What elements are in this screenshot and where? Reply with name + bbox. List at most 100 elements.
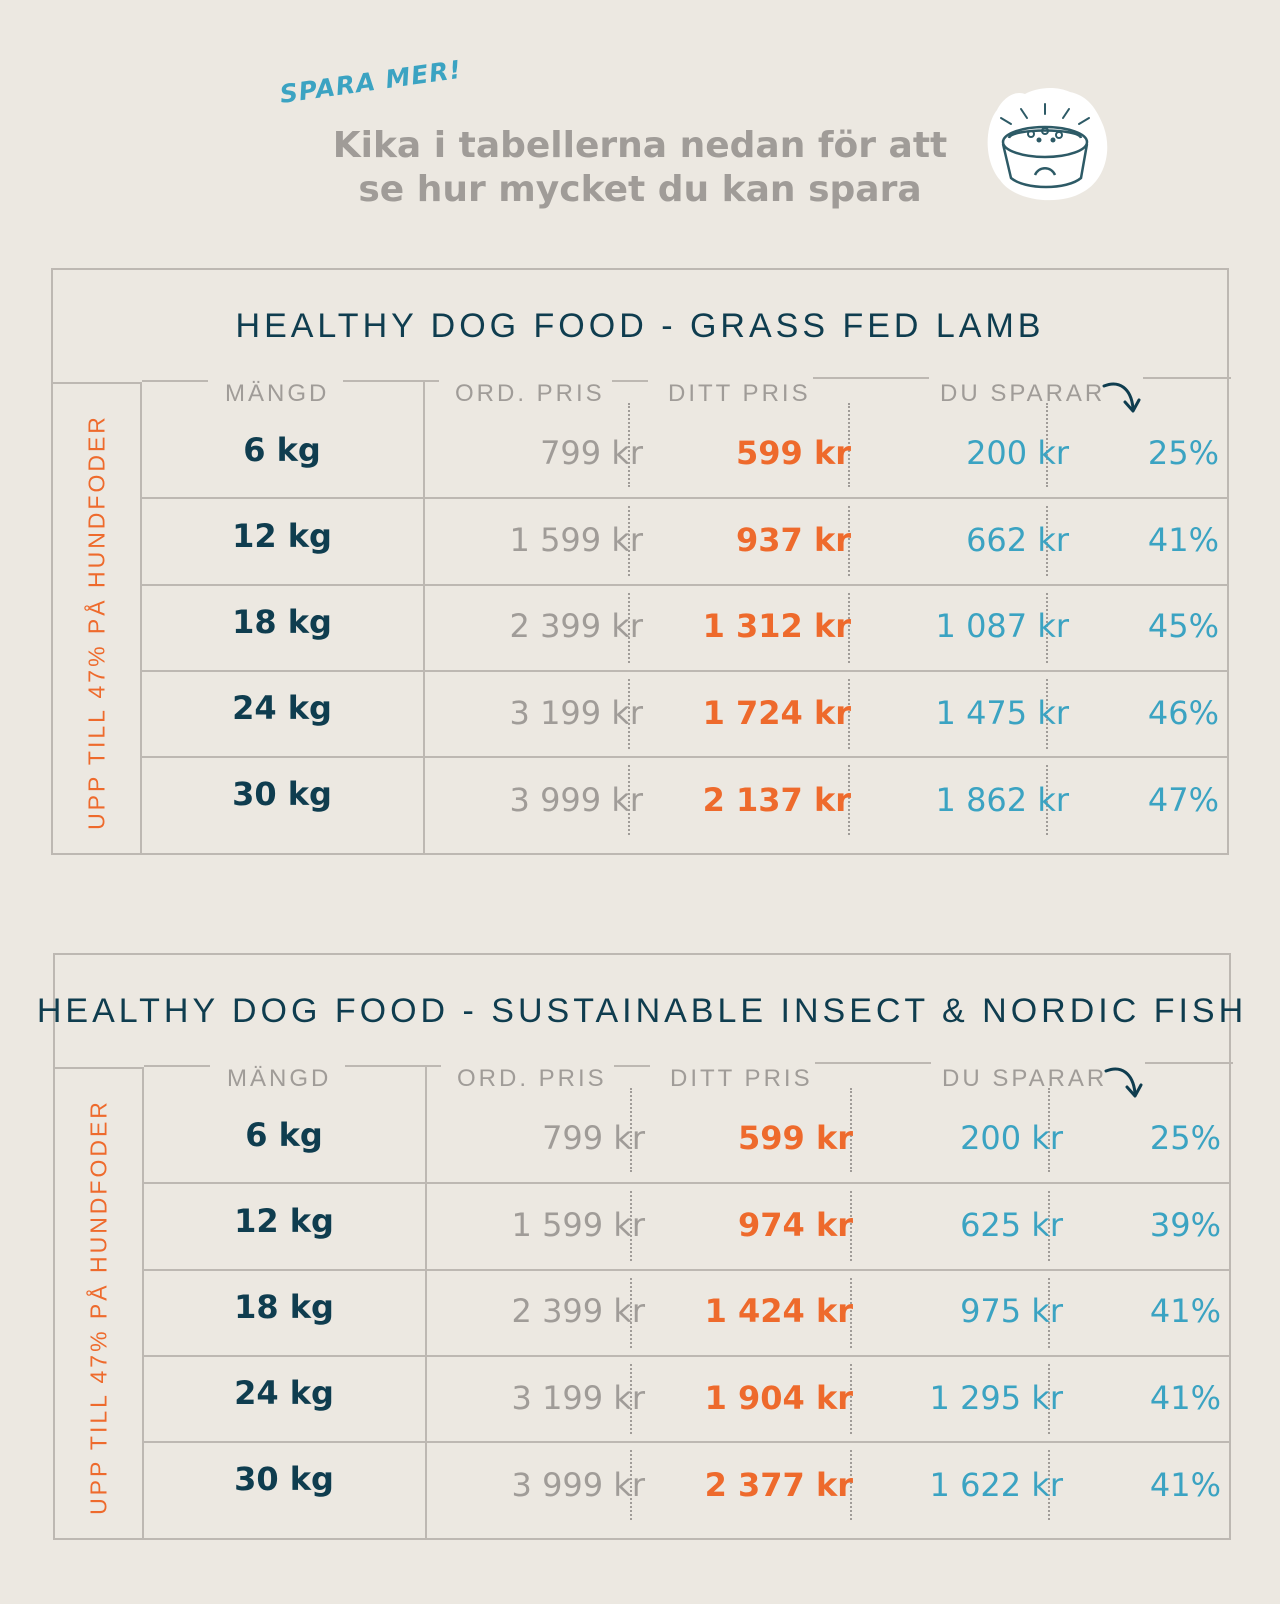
header-divider xyxy=(612,380,648,382)
cell-your-price: 974 kr xyxy=(738,1206,853,1244)
cell-quantity: 6 kg xyxy=(245,1116,323,1154)
dotted-divider xyxy=(628,679,630,749)
cell-percent: 41% xyxy=(1147,521,1219,559)
cell-savings: 200 kr xyxy=(960,1119,1063,1157)
cell-percent: 25% xyxy=(1147,434,1219,472)
dotted-divider xyxy=(630,1278,632,1348)
dotted-divider xyxy=(630,1450,632,1520)
row-divider xyxy=(142,584,1227,586)
cell-quantity: 24 kg xyxy=(234,1374,334,1412)
cell-your-price: 1 724 kr xyxy=(702,694,851,732)
header-divider xyxy=(345,1065,441,1067)
dotted-divider xyxy=(850,1450,852,1520)
cell-ord-price: 3 199 kr xyxy=(509,694,643,732)
dotted-divider xyxy=(848,679,850,749)
cell-quantity: 30 kg xyxy=(234,1460,334,1498)
row-divider xyxy=(142,497,1227,499)
dotted-divider xyxy=(1046,403,1048,487)
cell-savings: 975 kr xyxy=(960,1292,1063,1330)
side-banner: UPP TILL 47% PÅ HUNDFODER xyxy=(55,1067,144,1540)
header-divider xyxy=(1145,1062,1233,1064)
side-label: UPP TILL 47% PÅ HUNDFODER xyxy=(85,1099,112,1515)
cell-savings: 625 kr xyxy=(960,1206,1063,1244)
table-title: HEALTHY DOG FOOD - GRASS FED LAMB xyxy=(235,306,1045,345)
cell-percent: 41% xyxy=(1149,1292,1221,1330)
row-divider xyxy=(144,1182,1229,1184)
column-header-quantity: MÄNGD xyxy=(225,380,330,407)
header-divider xyxy=(813,377,929,379)
dotted-divider xyxy=(1046,765,1048,835)
dotted-divider xyxy=(628,593,630,663)
column-header-ord-price: ORD. PRIS xyxy=(457,1065,607,1092)
header-divider xyxy=(343,380,439,382)
curved-arrow-icon xyxy=(1102,382,1141,413)
dotted-divider xyxy=(848,506,850,576)
row-divider xyxy=(142,670,1227,672)
dotted-divider xyxy=(1048,1088,1050,1172)
dotted-divider xyxy=(1046,679,1048,749)
cell-percent: 41% xyxy=(1149,1379,1221,1417)
cell-your-price: 599 kr xyxy=(738,1119,853,1157)
column-header-your-price: DITT PRIS xyxy=(668,380,811,407)
dotted-divider xyxy=(628,506,630,576)
cell-quantity: 18 kg xyxy=(234,1288,334,1326)
dotted-divider xyxy=(628,403,630,487)
cell-your-price: 2 137 kr xyxy=(702,781,851,819)
cell-savings: 1 295 kr xyxy=(929,1379,1063,1417)
column-header-you-save: DU SPARAR xyxy=(942,1065,1108,1092)
price-table-insect-fish: HEALTHY DOG FOOD - SUSTAINABLE INSECT & … xyxy=(36,953,1248,1540)
cell-savings: 1 087 kr xyxy=(935,607,1069,645)
cell-percent: 46% xyxy=(1147,694,1219,732)
cell-quantity: 6 kg xyxy=(243,431,321,469)
dotted-divider xyxy=(850,1088,852,1172)
cell-your-price: 937 kr xyxy=(736,521,851,559)
cell-ord-price: 1 599 kr xyxy=(509,521,643,559)
cell-percent: 41% xyxy=(1149,1466,1221,1504)
dotted-divider xyxy=(848,403,850,487)
cell-your-price: 1 312 kr xyxy=(702,607,851,645)
cell-quantity: 12 kg xyxy=(232,517,332,555)
header-divider xyxy=(1143,377,1231,379)
cell-percent: 39% xyxy=(1149,1206,1221,1244)
cell-ord-price: 3 199 kr xyxy=(511,1379,645,1417)
row-divider xyxy=(144,1355,1229,1357)
promo-tag: SPARA MER! xyxy=(277,54,464,109)
cell-ord-price: 2 399 kr xyxy=(509,607,643,645)
dotted-divider xyxy=(848,593,850,663)
header-divider xyxy=(144,1065,210,1067)
cell-quantity: 24 kg xyxy=(232,689,332,727)
row-divider xyxy=(144,1269,1229,1271)
cell-your-price: 1 424 kr xyxy=(704,1292,853,1330)
dotted-divider xyxy=(1046,506,1048,576)
dotted-divider xyxy=(630,1364,632,1434)
cell-savings: 1 862 kr xyxy=(935,781,1069,819)
dotted-divider xyxy=(1048,1364,1050,1434)
dotted-divider xyxy=(628,765,630,835)
cell-savings: 662 kr xyxy=(966,521,1069,559)
cell-ord-price: 799 kr xyxy=(542,1119,645,1157)
cell-ord-price: 3 999 kr xyxy=(509,781,643,819)
cell-ord-price: 1 599 kr xyxy=(511,1206,645,1244)
cell-savings: 1 475 kr xyxy=(935,694,1069,732)
header-divider xyxy=(142,380,208,382)
cell-quantity: 30 kg xyxy=(232,775,332,813)
cell-ord-price: 3 999 kr xyxy=(511,1466,645,1504)
column-header-quantity: MÄNGD xyxy=(227,1065,332,1092)
dotted-divider xyxy=(850,1191,852,1261)
dog-food-bowl-icon xyxy=(987,87,1108,201)
cell-percent: 47% xyxy=(1147,781,1219,819)
cell-percent: 45% xyxy=(1147,607,1219,645)
header-divider xyxy=(815,1062,931,1064)
header-divider xyxy=(614,1065,650,1067)
curved-arrow-icon xyxy=(1104,1067,1143,1098)
table-title: HEALTHY DOG FOOD - SUSTAINABLE INSECT & … xyxy=(36,991,1248,1030)
column-header-your-price: DITT PRIS xyxy=(670,1065,813,1092)
cell-your-price: 2 377 kr xyxy=(704,1466,853,1504)
side-banner: UPP TILL 47% PÅ HUNDFODER xyxy=(53,382,142,855)
side-label: UPP TILL 47% PÅ HUNDFODER xyxy=(83,414,110,830)
page-header: SPARA MER! Kika i tabellerna nedan för a… xyxy=(0,0,1280,240)
dotted-divider xyxy=(630,1191,632,1261)
column-header-you-save: DU SPARAR xyxy=(940,380,1106,407)
dotted-divider xyxy=(850,1364,852,1434)
cell-your-price: 599 kr xyxy=(736,434,851,472)
